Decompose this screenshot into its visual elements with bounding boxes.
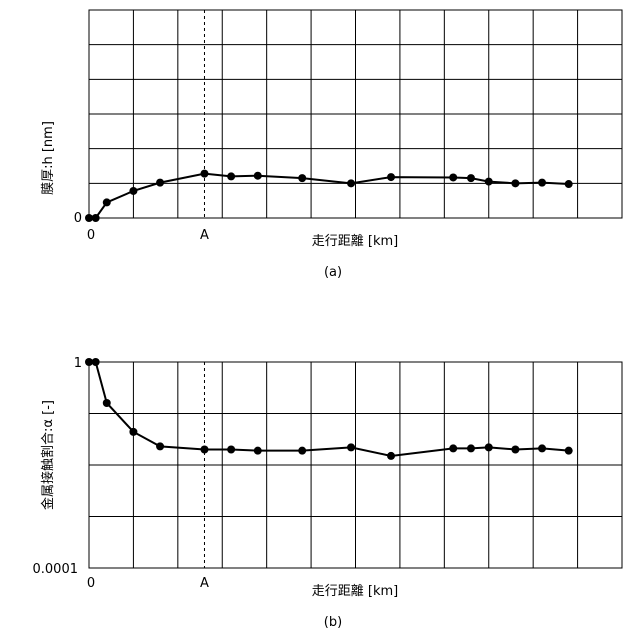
data-point-a-6 [227, 172, 235, 180]
data-point-b-9 [347, 443, 355, 451]
y-tick-label-b-top: 1 [74, 356, 82, 371]
data-point-b-5 [200, 445, 208, 453]
data-point-b-12 [467, 444, 475, 452]
data-point-b-1 [92, 358, 100, 366]
data-point-a-15 [538, 179, 546, 187]
y-axis-label-b: 金属接触割合:α [-] [40, 400, 56, 510]
data-point-a-4 [156, 179, 164, 187]
series-line-b [89, 362, 569, 456]
data-point-b-11 [449, 444, 457, 452]
data-point-b-16 [565, 447, 573, 455]
data-point-a-9 [347, 179, 355, 187]
x-axis-label-b: 走行距離 [km] [312, 584, 398, 599]
x-axis-label-a: 走行距離 [km] [312, 234, 398, 249]
data-point-a-3 [129, 187, 137, 195]
data-point-a-8 [298, 174, 306, 182]
data-point-a-10 [387, 173, 395, 181]
data-point-a-1 [92, 214, 100, 222]
x-tick-label-a-0: 0 [87, 228, 95, 243]
data-point-b-15 [538, 444, 546, 452]
series-points-b [85, 358, 573, 460]
data-point-b-8 [298, 447, 306, 455]
data-point-a-14 [511, 179, 519, 187]
data-point-a-11 [449, 173, 457, 181]
data-point-b-2 [103, 399, 111, 407]
x-tick-label-b-0: 0 [87, 576, 95, 591]
data-point-b-6 [227, 445, 235, 453]
x-tick-label-a-A: A [200, 228, 209, 243]
caption-a: (a) [324, 265, 342, 280]
series-points-a [85, 170, 573, 222]
data-point-b-14 [511, 445, 519, 453]
data-point-a-2 [103, 198, 111, 206]
grid-a [89, 10, 622, 218]
data-point-b-10 [387, 452, 395, 460]
data-point-b-4 [156, 442, 164, 450]
grid-b [89, 362, 622, 568]
chart-panel-a: 膜厚:h [nm] 0 0 A 走行距離 [km] (a) [41, 10, 622, 280]
y-axis-label-a: 膜厚:h [nm] [41, 121, 56, 195]
data-point-a-7 [254, 172, 262, 180]
data-point-b-13 [485, 443, 493, 451]
data-point-b-7 [254, 447, 262, 455]
data-point-a-16 [565, 180, 573, 188]
data-point-a-12 [467, 174, 475, 182]
data-point-a-13 [485, 178, 493, 186]
data-point-a-5 [200, 170, 208, 178]
caption-b: (b) [324, 615, 342, 630]
y-tick-label-b-bottom: 0.0001 [33, 562, 79, 577]
data-point-b-3 [129, 428, 137, 436]
x-tick-label-b-A: A [200, 576, 209, 591]
y-tick-label-a-0: 0 [74, 211, 82, 226]
chart-panel-b: 金属接触割合:α [-] 1 0.0001 0 A 走行距離 [km] (b) [33, 356, 623, 630]
